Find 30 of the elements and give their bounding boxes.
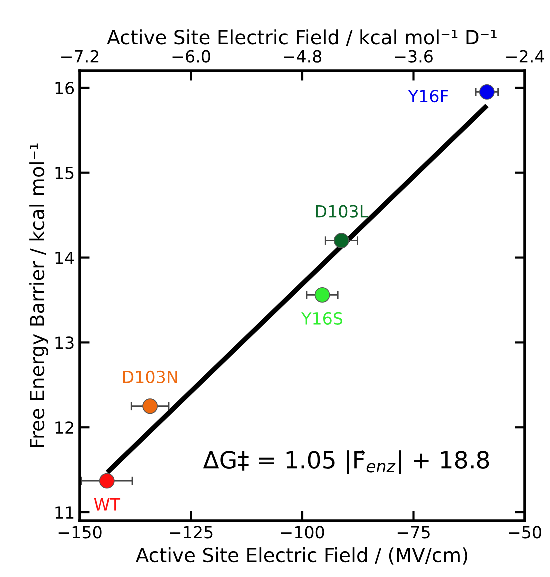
point	[99, 473, 115, 489]
annotation: WT	[94, 498, 121, 511]
x-tick-label: −125	[170, 526, 213, 539]
y-tick-label: 16	[56, 82, 74, 95]
x2-tick-label: −6.0	[172, 50, 210, 63]
y-tick-label: 15	[56, 167, 74, 180]
annotation: D103L	[316, 205, 369, 218]
x-tick-label: −50	[509, 526, 542, 539]
x-axis-title: Active Site Electric Field / (MV/cm)	[136, 548, 468, 565]
x2-tick-label: −3.6	[395, 50, 433, 63]
point	[334, 233, 350, 249]
annotation: Y16F	[408, 90, 448, 103]
x2-axis-title: Active Site Electric Field / kcal mol⁻¹ D⁻¹	[107, 30, 497, 46]
y-tick-label: 13	[56, 336, 74, 350]
annotation: Y16S	[302, 312, 343, 325]
x2-tick-label: −4.8	[284, 50, 322, 63]
point	[142, 398, 158, 414]
point	[314, 287, 330, 303]
point	[479, 84, 495, 100]
x2-tick-label: −2.4	[506, 50, 544, 63]
x-tick-label: −75	[398, 526, 430, 539]
annotation: ΔG‡ = 1.05 |F⃗$_{enz}$| + 18.8	[203, 450, 490, 474]
y-axis-title: Free Energy Barrier / kcal mol⁻¹	[30, 144, 48, 448]
y-tick-label: 11	[56, 506, 74, 519]
y-tick-label: 12	[56, 422, 74, 434]
y-tick-label: 14	[56, 252, 74, 264]
x-tick-label: −100	[281, 526, 324, 539]
x-tick-label: −150	[58, 526, 102, 539]
annotation: D103N	[123, 370, 178, 384]
x2-tick-label: −7.2	[62, 50, 99, 63]
